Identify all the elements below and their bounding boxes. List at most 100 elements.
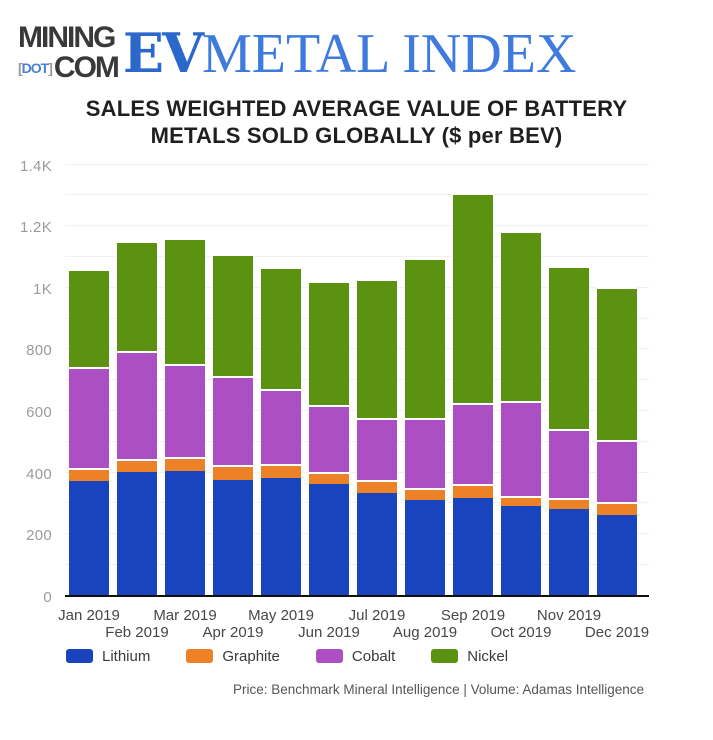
logo-mining-text: MINING <box>18 21 116 54</box>
ev-metal-index-infographic: MINING [DOT] COM EV METAL INDEX SALES WEI… <box>0 21 713 740</box>
bar-segment-graphite-jan-2019 <box>69 468 109 482</box>
bar-segment-cobalt-apr-2019 <box>213 376 253 466</box>
x-axis-label-sep-2019: Sep 2019 <box>440 606 506 624</box>
bar-segment-lithium-aug-2019 <box>405 500 445 595</box>
plot-area <box>65 163 649 597</box>
bar-segment-nickel-apr-2019 <box>213 254 253 377</box>
y-axis-label-1.2K: 1.2K <box>19 219 52 237</box>
bar-segment-lithium-jul-2019 <box>357 492 397 595</box>
bar-segment-graphite-sep-2019 <box>453 484 493 499</box>
x-axis-label-jan-2019: Jan 2019 <box>58 606 120 624</box>
bar-segment-lithium-jan-2019 <box>69 481 109 595</box>
bar-segment-lithium-feb-2019 <box>117 471 157 595</box>
bar-segment-cobalt-feb-2019 <box>117 350 157 459</box>
bar-segment-cobalt-may-2019 <box>261 389 301 465</box>
legend-item-cobalt: Cobalt <box>315 647 396 665</box>
stacked-bar-chart: 0 200 400 600 800 1K 1.2K 1.4K Jan 2019 Feb 2019 M… <box>0 158 713 644</box>
bar-segment-lithium-apr-2019 <box>213 479 253 595</box>
x-axis-label-jun-2019: Jun 2019 <box>298 623 360 641</box>
bar-segment-nickel-jan-2019 <box>69 268 109 368</box>
x-axis-label-jul-2019: Jul 2019 <box>348 606 406 624</box>
ev-metal-index-wordmark: EV METAL INDEX <box>123 21 577 86</box>
chart-title-line2: METALS SOLD GLOBALLY ($ per BEV) <box>150 122 563 148</box>
legend-item-lithium: Lithium <box>66 648 150 665</box>
logo-bracket-close: ] <box>48 60 53 76</box>
legend-swatch-nickel <box>431 649 459 664</box>
logo-dot-com-row: [DOT] COM <box>18 51 120 84</box>
bar-segment-cobalt-jun-2019 <box>309 405 349 473</box>
x-axis-label-aug-2019: Aug 2019 <box>392 623 458 641</box>
source-attribution: Price: Benchmark Mineral Intelligence | … <box>233 681 644 697</box>
bar-segment-nickel-feb-2019 <box>117 240 157 351</box>
y-axis-label-0: 0 <box>43 588 52 606</box>
legend-label-cobalt: Cobalt <box>351 647 396 665</box>
y-axis-label-800: 800 <box>26 342 52 360</box>
legend-label-nickel: Nickel <box>467 647 509 665</box>
bar-segment-nickel-dec-2019 <box>597 286 637 440</box>
bar-segment-lithium-dec-2019 <box>597 514 637 595</box>
legend-swatch-graphite <box>186 649 214 664</box>
logo-dot-badge: [DOT] <box>18 60 53 76</box>
bar-segment-cobalt-jul-2019 <box>357 418 397 481</box>
bar-segment-nickel-may-2019 <box>261 267 301 390</box>
legend-label-lithium: Lithium <box>102 647 151 665</box>
bar-segment-graphite-oct-2019 <box>501 495 541 506</box>
bar-segment-graphite-mar-2019 <box>165 457 205 471</box>
bar-segment-cobalt-nov-2019 <box>549 429 589 499</box>
bar-segment-graphite-aug-2019 <box>405 487 445 501</box>
bar-segment-cobalt-aug-2019 <box>405 417 445 488</box>
gridline-1300 <box>65 194 649 196</box>
x-axis-label-feb-2019: Feb 2019 <box>105 623 169 641</box>
bar-segment-graphite-apr-2019 <box>213 465 253 480</box>
gridline-1200 <box>65 225 649 227</box>
legend-swatch-cobalt <box>315 649 343 664</box>
ev-wordmark-text: EV <box>122 20 204 85</box>
gridline-1100 <box>65 256 649 258</box>
legend-label-graphite: Graphite <box>222 647 280 665</box>
bar-segment-nickel-aug-2019 <box>405 257 445 418</box>
header: MINING [DOT] COM EV METAL INDEX <box>18 21 697 86</box>
bar-segment-nickel-sep-2019 <box>453 192 493 403</box>
x-axis-label-may-2019: May 2019 <box>248 606 314 624</box>
chart-title: SALES WEIGHTED AVERAGE VALUE OF BATTERY … <box>0 96 713 150</box>
mining-com-logo: MINING [DOT] COM <box>18 21 120 84</box>
x-axis-label-apr-2019: Apr 2019 <box>202 623 264 641</box>
bar-segment-cobalt-dec-2019 <box>597 439 637 503</box>
bar-segment-cobalt-mar-2019 <box>165 363 205 458</box>
logo-com-text: COM <box>53 51 120 84</box>
bar-segment-nickel-oct-2019 <box>501 230 541 402</box>
bar-segment-cobalt-sep-2019 <box>453 402 493 485</box>
legend-swatch-lithium <box>66 649 93 664</box>
bar-segment-graphite-dec-2019 <box>597 502 637 515</box>
y-axis-label-1.4K: 1.4K <box>19 157 52 175</box>
chart-legend: Lithium Graphite Cobalt Nickel <box>66 648 713 665</box>
bar-segment-cobalt-oct-2019 <box>501 401 541 496</box>
bar-segment-lithium-jun-2019 <box>309 483 349 595</box>
legend-item-graphite: Graphite <box>186 648 280 665</box>
bar-segment-graphite-jul-2019 <box>357 480 397 493</box>
metal-index-wordmark-text: METAL INDEX <box>201 22 577 85</box>
bar-segment-lithium-oct-2019 <box>501 506 541 595</box>
bar-segment-lithium-nov-2019 <box>549 509 589 595</box>
gridline-1400 <box>65 163 649 165</box>
bar-segment-lithium-mar-2019 <box>165 470 205 595</box>
x-axis-label-dec-2019: Dec 2019 <box>584 623 650 641</box>
bar-segment-nickel-jun-2019 <box>309 280 349 406</box>
bar-segment-graphite-feb-2019 <box>117 458 157 472</box>
logo-dot-text: DOT <box>21 60 50 76</box>
bar-segment-graphite-nov-2019 <box>549 498 589 510</box>
x-axis-label-nov-2019: Nov 2019 <box>536 606 602 624</box>
y-axis-label-600: 600 <box>26 403 52 421</box>
y-axis-label-400: 400 <box>26 465 52 483</box>
bar-segment-cobalt-jan-2019 <box>69 367 109 469</box>
bar-segment-nickel-nov-2019 <box>549 266 589 430</box>
bar-segment-nickel-mar-2019 <box>165 238 205 364</box>
x-axis-label-oct-2019: Oct 2019 <box>490 623 552 641</box>
bar-segment-graphite-jun-2019 <box>309 472 349 484</box>
chart-title-line1: SALES WEIGHTED AVERAGE VALUE OF BATTERY <box>85 96 628 121</box>
bar-segment-graphite-may-2019 <box>261 464 301 479</box>
bar-segment-lithium-sep-2019 <box>453 498 493 595</box>
x-axis-label-mar-2019: Mar 2019 <box>153 606 217 624</box>
bar-segment-lithium-may-2019 <box>261 478 301 595</box>
logo-bracket-open: [ <box>18 60 23 76</box>
